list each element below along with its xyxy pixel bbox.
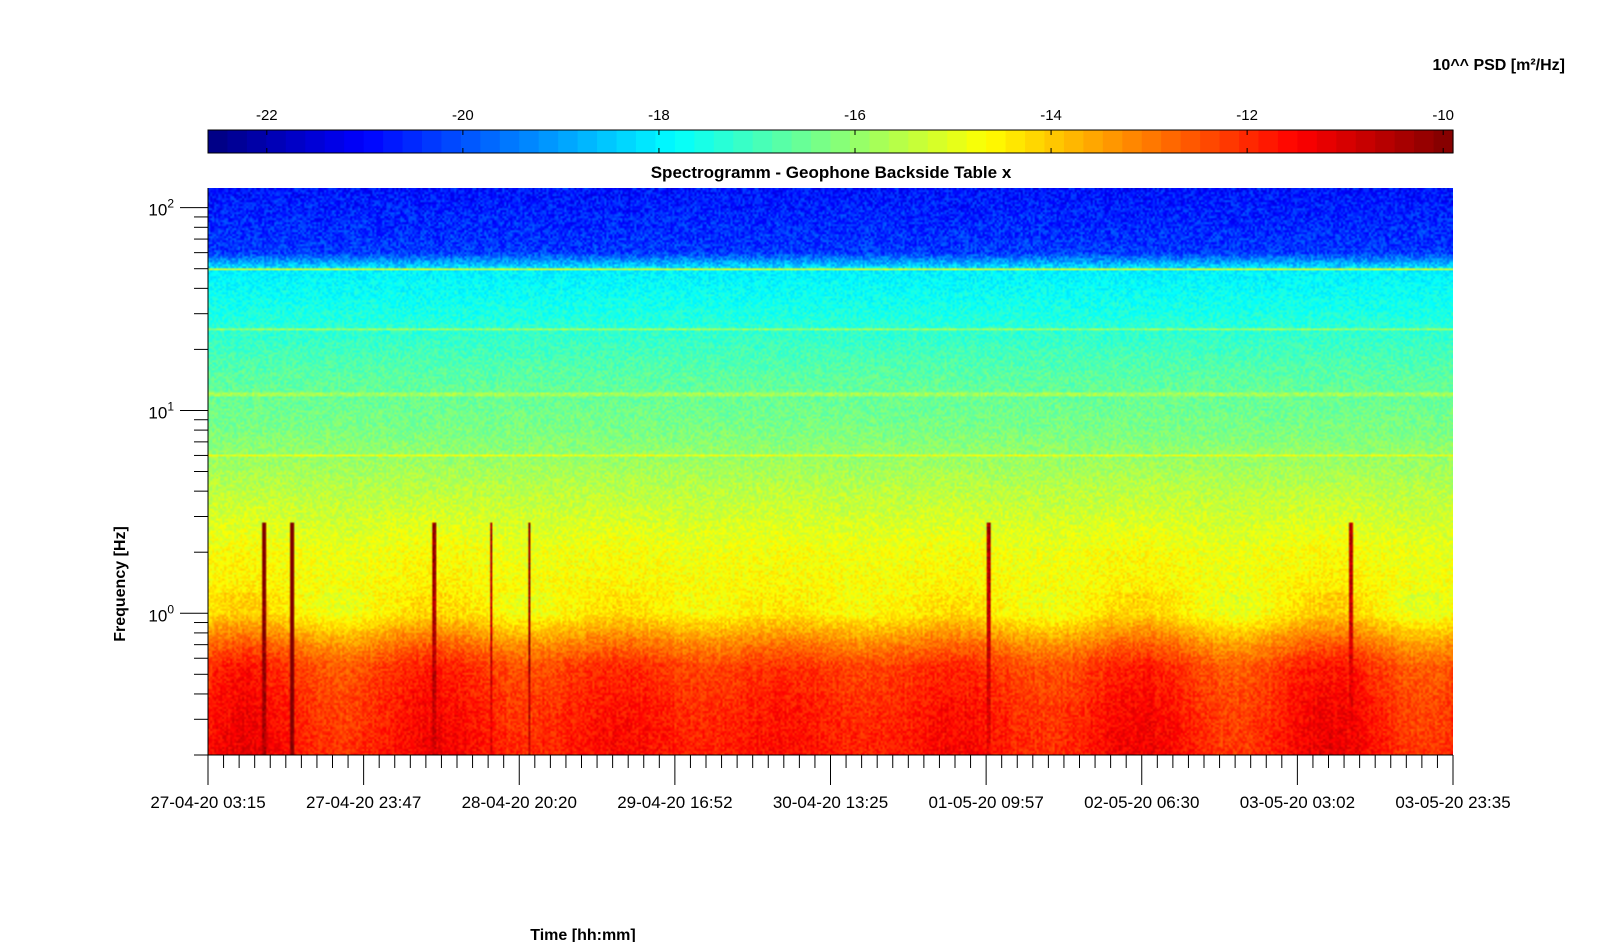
chart-title: Spectrogramm - Geophone Backside Table x	[651, 163, 1012, 182]
y-axis: 100 101 102	[148, 188, 209, 756]
colorbar-step	[1005, 130, 1026, 153]
colorbar-step	[1316, 130, 1337, 153]
colorbar-step	[1141, 130, 1162, 153]
colorbar-step	[285, 130, 306, 153]
x-tick-label: 27-04-20 23:47	[306, 793, 421, 812]
colorbar-step	[441, 130, 462, 153]
colorbar-label: 10^^ PSD [m²/Hz]	[1433, 57, 1565, 74]
colorbar-step	[460, 130, 481, 153]
colorbar-step	[1025, 130, 1046, 153]
colorbar-step	[305, 130, 326, 153]
colorbar-step	[499, 130, 520, 153]
colorbar-step	[383, 130, 404, 153]
x-tick-label: 29-04-20 16:52	[617, 793, 732, 812]
colorbar-step	[1044, 130, 1065, 153]
colorbar-step	[1336, 130, 1357, 153]
colorbar-step	[655, 130, 676, 153]
colorbar-step	[888, 130, 909, 153]
colorbar-step	[869, 130, 890, 153]
colorbar-tick-label: -12	[1236, 107, 1258, 124]
colorbar-step	[733, 130, 754, 153]
colorbar-step	[1239, 130, 1260, 153]
colorbar-step	[577, 130, 598, 153]
x-axis-label: Time [hh:mm]	[530, 927, 635, 942]
colorbar-step	[849, 130, 870, 153]
colorbar-step	[986, 130, 1007, 153]
x-tick-label: 03-05-20 03:02	[1240, 793, 1355, 812]
colorbar-step	[927, 130, 948, 153]
colorbar-frame	[207, 129, 1454, 154]
y-tick-label: 100	[148, 602, 174, 625]
colorbar-step	[1180, 130, 1201, 153]
x-tick-label: 30-04-20 13:25	[773, 793, 888, 812]
colorbar-step	[830, 130, 851, 153]
colorbar-step	[1355, 130, 1376, 153]
colorbar: -22 -20 -18 -16 -14 -12 -10 10^^ PSD [m²/Hz]	[207, 57, 1565, 154]
colorbar-step	[674, 130, 695, 153]
x-tick-label: 03-05-20 23:35	[1395, 793, 1510, 812]
colorbar-step	[1258, 130, 1279, 153]
colorbar-step	[772, 130, 793, 153]
colorbar-step	[1394, 130, 1415, 153]
colorbar-step	[558, 130, 579, 153]
colorbar-step	[208, 130, 229, 153]
colorbar-step	[344, 130, 365, 153]
colorbar-step	[1161, 130, 1182, 153]
colorbar-step	[266, 130, 287, 153]
colorbar-step	[246, 130, 267, 153]
colorbar-step	[947, 130, 968, 153]
colorbar-step	[1102, 130, 1123, 153]
y-tick-label: 102	[148, 197, 174, 220]
colorbar-ticks: -22 -20 -18 -16 -14 -12 -10	[256, 107, 1454, 153]
colorbar-step	[908, 130, 929, 153]
x-tick-label: 28-04-20 20:20	[462, 793, 577, 812]
colorbar-tick-label: -18	[648, 107, 670, 124]
colorbar-step	[694, 130, 715, 153]
colorbar-step	[713, 130, 734, 153]
x-axis: 27-04-20 03:15 27-04-20 23:47 28-04-20 20:…	[150, 754, 1511, 812]
colorbar-tick-label: -14	[1040, 107, 1062, 124]
colorbar-step	[791, 130, 812, 153]
colorbar-tick-label: -16	[844, 107, 866, 124]
colorbar-step	[966, 130, 987, 153]
x-tick-label: 01-05-20 09:57	[928, 793, 1043, 812]
plot-area: 100 101 102 27-04-20 03:15 27-04-20 23:47 28…	[148, 188, 1511, 812]
colorbar-step	[597, 130, 618, 153]
colorbar-step	[1433, 130, 1454, 153]
colorbar-tick-label: -10	[1432, 107, 1454, 124]
colorbar-step	[1063, 130, 1084, 153]
x-tick-label: 27-04-20 03:15	[150, 793, 265, 812]
colorbar-step	[811, 130, 832, 153]
colorbar-step	[1122, 130, 1143, 153]
spectrogram-heatmap	[208, 188, 1453, 755]
colorbar-step	[324, 130, 345, 153]
colorbar-step	[1277, 130, 1298, 153]
colorbar-step	[402, 130, 423, 153]
colorbar-gradient	[208, 130, 1454, 153]
colorbar-step	[538, 130, 559, 153]
colorbar-step	[519, 130, 540, 153]
colorbar-step	[1083, 130, 1104, 153]
colorbar-tick-label: -20	[452, 107, 474, 124]
colorbar-step	[1297, 130, 1318, 153]
colorbar-step	[1414, 130, 1435, 153]
colorbar-tick-label: -22	[256, 107, 278, 124]
y-tick-label: 101	[148, 399, 174, 422]
colorbar-step	[480, 130, 501, 153]
colorbar-step	[752, 130, 773, 153]
colorbar-step	[616, 130, 637, 153]
colorbar-step	[421, 130, 443, 153]
colorbar-step	[227, 130, 248, 153]
colorbar-step	[635, 130, 657, 153]
colorbar-step	[1375, 130, 1396, 153]
colorbar-step	[363, 130, 384, 153]
x-tick-label: 02-05-20 06:30	[1084, 793, 1199, 812]
colorbar-step	[1200, 130, 1221, 153]
colorbar-step	[1219, 130, 1240, 153]
y-axis-label: Frequency [Hz]	[112, 526, 129, 642]
